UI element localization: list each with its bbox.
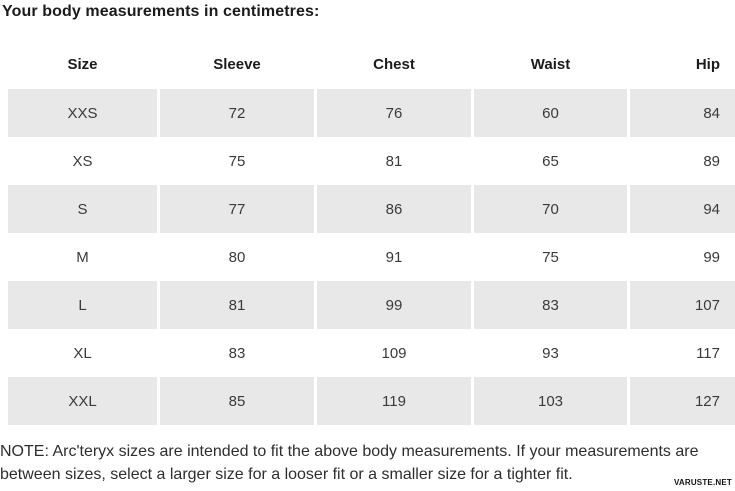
cell-size: XS (72, 152, 93, 170)
cell-sleeve: 80 (228, 248, 246, 266)
table-row-xl: XL 83 109 93 117 (8, 329, 735, 377)
cell-hip: 89 (703, 152, 720, 170)
column-header-waist: Waist (530, 56, 571, 73)
cell-sleeve: 77 (160, 185, 314, 233)
cell-waist: 60 (474, 89, 627, 137)
cell-hip: 127 (630, 377, 735, 425)
cell-size: L (8, 281, 157, 329)
column-header-size: Size (67, 56, 98, 73)
cell-size: XL (73, 344, 92, 362)
table-header-row: Size Sleeve Chest Waist Hip (8, 40, 735, 89)
cell-waist: 93 (542, 344, 559, 362)
cell-waist: 70 (474, 185, 627, 233)
cell-size: XXL (8, 377, 157, 425)
cell-hip: 84 (630, 89, 735, 137)
table-row-xxl: XXL 85 119 103 127 (8, 377, 735, 425)
cell-size: S (8, 185, 157, 233)
cell-chest: 91 (385, 248, 403, 266)
cell-size: XXS (8, 89, 157, 137)
cell-waist: 75 (542, 248, 559, 266)
column-header-hip: Hip (695, 56, 720, 73)
page-title: Your body measurements in centimetres: (2, 3, 320, 20)
column-header-sleeve: Sleeve (213, 56, 261, 73)
table-row-xs: XS 75 81 65 89 (8, 137, 735, 185)
cell-waist: 83 (474, 281, 627, 329)
table-row-s: S 77 86 70 94 (8, 185, 735, 233)
cell-chest: 81 (385, 152, 403, 170)
cell-sleeve: 75 (228, 152, 246, 170)
column-header-chest: Chest (373, 56, 415, 73)
watermark-varuste-net: VARUSTE.NET (673, 478, 732, 487)
cell-sleeve: 72 (160, 89, 314, 137)
cell-chest: 86 (317, 185, 471, 233)
size-note-line-2: between sizes, select a larger size for … (0, 466, 573, 483)
cell-chest: 99 (317, 281, 471, 329)
table-row-xxs: XXS 72 76 60 84 (8, 89, 735, 137)
cell-hip: 107 (630, 281, 735, 329)
cell-chest: 119 (317, 377, 471, 425)
cell-sleeve: 85 (160, 377, 314, 425)
cell-hip: 117 (696, 344, 720, 362)
size-note: NOTE: Arc'teryx sizes are intended to fi… (0, 440, 698, 486)
cell-chest: 76 (317, 89, 471, 137)
cell-hip: 99 (703, 248, 720, 266)
cell-hip: 94 (630, 185, 735, 233)
cell-waist: 65 (542, 152, 559, 170)
size-table: Size Sleeve Chest Waist Hip XXS 72 76 60… (8, 40, 735, 425)
size-note-line-1: NOTE: Arc'teryx sizes are intended to fi… (0, 443, 699, 460)
table-row-m: M 80 91 75 99 (8, 233, 735, 281)
table-row-l: L 81 99 83 107 (8, 281, 735, 329)
cell-waist: 103 (474, 377, 627, 425)
cell-size: M (76, 248, 89, 266)
cell-chest: 109 (381, 344, 407, 362)
cell-sleeve: 81 (160, 281, 314, 329)
cell-sleeve: 83 (228, 344, 246, 362)
